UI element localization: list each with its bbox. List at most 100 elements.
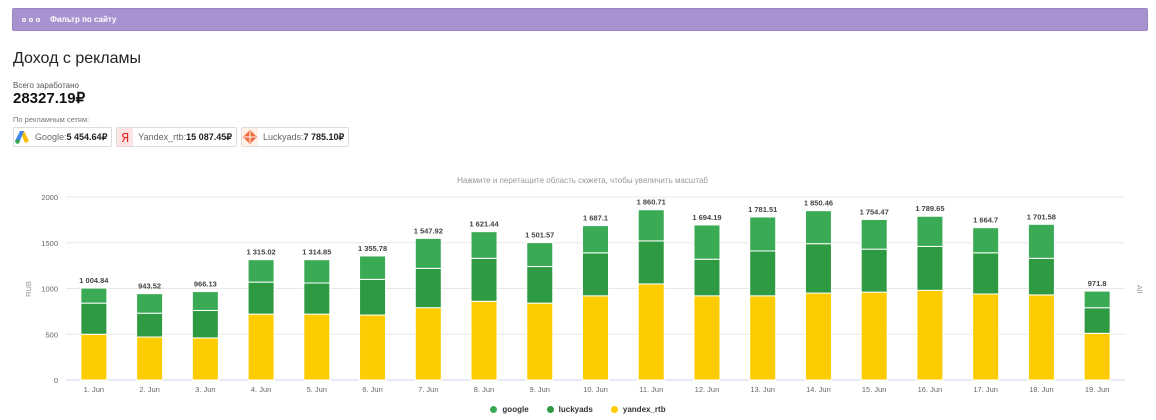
bar-luckyads	[247, 281, 275, 315]
x-tick-label: 2. Jun	[139, 385, 159, 394]
bar-total-label: 971.8	[1088, 279, 1107, 288]
y-axis-title: RUB	[24, 281, 33, 297]
bar-yandex_rtb	[860, 291, 888, 381]
network-luckyads[interactable]: Luckyads: 7 785.10₽	[240, 127, 350, 147]
legend-marker	[610, 406, 618, 413]
total-earned-value: 28327.19₽	[13, 90, 86, 107]
network-yandex-label: Yandex_rtb:	[138, 132, 187, 142]
bar-yandex_rtb	[972, 293, 1000, 381]
bar-luckyads	[582, 252, 609, 297]
bar-yandex_rtb	[359, 314, 387, 381]
bar-luckyads	[1083, 307, 1111, 334]
svg-text:Я: Я	[121, 131, 129, 143]
legend-label: luckyads	[558, 405, 593, 414]
legend-item-yandex_rtb[interactable]: yandex_rtb	[610, 405, 666, 414]
network-google-value: 5 454.64₽	[66, 131, 108, 142]
bar-total-label: 1 701.58	[1027, 212, 1056, 221]
bar-total-label: 966.13	[194, 280, 217, 289]
bar-total-label: 1 687.1	[583, 214, 608, 223]
x-tick-label: 1. Jun	[84, 385, 104, 394]
bar-yandex_rtb	[637, 283, 665, 381]
legend-marker	[490, 406, 498, 413]
bar-luckyads	[860, 248, 888, 293]
bar-google	[860, 218, 888, 250]
bar-google	[749, 216, 777, 252]
google-ads-icon	[14, 128, 30, 146]
network-google-label: Google:	[35, 132, 67, 142]
bar-total-label: 943.52	[138, 282, 161, 291]
network-luckyads-label: Luckyads:	[262, 132, 304, 142]
x-tick-label: 16. Jun	[918, 385, 943, 394]
x-tick-label: 11. Jun	[639, 385, 663, 394]
network-google[interactable]: Google: 5 454.64₽	[13, 127, 113, 147]
network-yandex-value: 15 087.45₽	[186, 131, 232, 142]
bar-yandex_rtb	[916, 289, 944, 381]
networks-caption: По рекламным сетям:	[13, 115, 90, 124]
legend-item-google[interactable]: google	[490, 405, 529, 414]
bar-luckyads	[136, 312, 164, 338]
bar-yandex_rtb	[136, 336, 164, 381]
bar-yandex_rtb	[80, 333, 108, 381]
bar-google	[414, 237, 442, 269]
bar-google	[303, 259, 331, 284]
bar-google	[804, 210, 832, 245]
x-tick-label: 8. Jun	[474, 385, 494, 394]
bar-google	[916, 215, 944, 247]
x-tick-label: 9. Jun	[530, 385, 550, 394]
network-luckyads-value: 7 785.10₽	[303, 131, 345, 142]
yandex-icon: Я	[117, 128, 134, 146]
bar-yandex_rtb	[804, 292, 832, 381]
chart-legend: google luckyads yandex_rtb	[0, 405, 1156, 414]
bar-total-label: 1 314.85	[302, 248, 331, 257]
bar-total-label: 1 501.57	[525, 231, 554, 240]
bar-total-label: 1 860.71	[637, 198, 666, 207]
bar-google	[470, 231, 498, 259]
site-filter-bar[interactable]: Фильтр по сайту	[12, 8, 1148, 31]
bar-total-label: 1 789.65	[915, 204, 944, 213]
bar-luckyads	[637, 240, 665, 285]
x-tick-label: 3. Jun	[195, 385, 215, 394]
total-earned-caption: Всего заработано	[13, 81, 79, 90]
x-tick-label: 17. Jun	[973, 385, 998, 394]
revenue-chart[interactable]: 0 500 1000 1500 2000 RUB All 1 004.84 1. Jun 943.…	[0, 0, 1156, 400]
bar-google	[582, 225, 609, 254]
bar-total-label: 1 781.51	[748, 205, 777, 214]
page-title: Доход с рекламы	[13, 50, 142, 67]
network-yandex[interactable]: Я Yandex_rtb: 15 087.45₽	[116, 127, 237, 147]
x-tick-label: 6. Jun	[362, 385, 382, 394]
bar-yandex_rtb	[247, 313, 275, 381]
bar-yandex_rtb	[1083, 332, 1111, 381]
bar-google	[359, 255, 387, 280]
bar-luckyads	[1027, 257, 1055, 296]
bar-google	[972, 227, 1000, 254]
bar-luckyads	[916, 245, 944, 291]
x-tick-label: 4. Jun	[251, 385, 271, 394]
legend-label: yandex_rtb	[622, 405, 666, 414]
bar-yandex_rtb	[414, 307, 442, 381]
bar-luckyads	[693, 258, 721, 297]
chart-zoom-hint: Нажмите и перетащите область сюжета, что…	[457, 176, 708, 185]
legend-label: google	[502, 405, 529, 414]
bar-luckyads	[414, 267, 442, 309]
y-tick-label: 0	[54, 376, 58, 385]
legend-marker	[546, 406, 554, 413]
bar-yandex_rtb	[1027, 294, 1055, 381]
bar-google	[637, 209, 665, 242]
legend-item-luckyads[interactable]: luckyads	[546, 405, 593, 414]
bar-google	[693, 224, 721, 260]
bar-total-label: 1 754.47	[860, 207, 889, 216]
x-tick-label: 10. Jun	[583, 385, 608, 394]
bar-luckyads	[470, 257, 498, 302]
x-tick-label: 7. Jun	[418, 385, 438, 394]
bar-total-label: 1 694.19	[692, 213, 721, 222]
bar-total-label: 1 547.92	[414, 226, 443, 235]
x-tick-label: 18. Jun	[1029, 385, 1054, 394]
y2-axis-title: All	[1135, 285, 1144, 294]
bar-luckyads	[749, 250, 777, 297]
bar-luckyads	[804, 243, 832, 294]
bar-luckyads	[526, 266, 554, 304]
x-tick-label: 13. Jun	[750, 385, 775, 394]
bar-google	[191, 291, 219, 311]
bar-total-label: 1 355.78	[358, 244, 387, 253]
bar-yandex_rtb	[526, 302, 554, 381]
